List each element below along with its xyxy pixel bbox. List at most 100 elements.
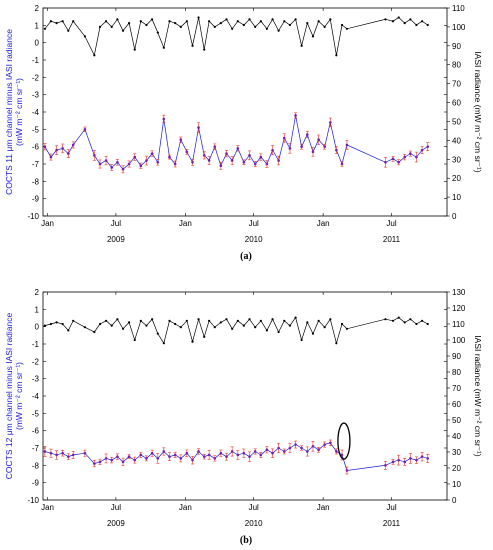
- y-left-axis-label: COCTS 12 μm channel minus IASI radiance: [4, 312, 14, 479]
- difference-point: [403, 460, 407, 464]
- iasi-point: [403, 321, 406, 324]
- x-tick-label: Jul: [386, 219, 396, 228]
- iasi-point: [104, 319, 108, 322]
- difference-point: [305, 133, 309, 136]
- difference-point: [225, 455, 228, 458]
- difference-point: [397, 458, 400, 462]
- iasi-point: [55, 321, 58, 324]
- difference-point: [179, 138, 183, 142]
- plot-frame: [42, 291, 448, 501]
- difference-point: [265, 448, 269, 452]
- y-left-axis-label-units: (mW m⁻² cm sr⁻¹): [14, 78, 24, 146]
- iasi-point: [317, 20, 320, 23]
- iasi-point: [151, 318, 154, 321]
- y-left-tick-label: -5: [32, 409, 40, 418]
- y-right-tick-label: 20: [452, 464, 461, 473]
- y-right-tick-label: 20: [452, 174, 461, 183]
- difference-point: [55, 148, 58, 152]
- difference-point: [93, 154, 96, 157]
- iasi-point: [191, 44, 194, 47]
- iasi-point: [397, 16, 400, 19]
- iasi-point: [121, 29, 125, 32]
- iasi-point: [43, 27, 46, 30]
- y-right-tick-label: 10: [452, 193, 461, 202]
- iasi-point: [219, 321, 222, 324]
- iasi-point: [72, 20, 75, 23]
- y-left-tick-label: -10: [27, 212, 39, 221]
- iasi-point: [116, 18, 119, 21]
- difference-point: [384, 160, 387, 164]
- iasi-point: [110, 25, 113, 29]
- y-left-tick-label: -5: [32, 125, 40, 134]
- iasi-point: [300, 44, 303, 47]
- difference-point: [139, 164, 143, 168]
- difference-point: [391, 157, 395, 161]
- x-tick-label: Jul: [249, 503, 259, 512]
- difference-point: [300, 145, 303, 148]
- iasi-point: [127, 22, 131, 25]
- chart-panel-a: -10-9-8-7-6-5-4-3-2-10120102030405060708…: [4, 4, 483, 262]
- difference-point: [271, 451, 274, 455]
- difference-point: [271, 148, 274, 152]
- y-right-tick-label: 80: [452, 61, 461, 70]
- iasi-point: [403, 22, 406, 25]
- difference-point: [93, 462, 96, 465]
- iasi-point: [242, 23, 245, 27]
- difference-point: [150, 451, 154, 455]
- iasi-point: [340, 322, 344, 326]
- difference-point: [340, 453, 344, 457]
- x-year-label: 2010: [245, 519, 263, 528]
- y-right-tick-label: 90: [452, 352, 461, 361]
- difference-point: [253, 450, 257, 453]
- highlight-ellipse: [337, 422, 351, 460]
- iasi-point: [203, 335, 206, 338]
- iasi-point: [265, 27, 268, 30]
- iasi-point: [335, 342, 338, 345]
- y-right-tick-label: 120: [452, 304, 466, 313]
- difference-point: [329, 121, 332, 124]
- iasi-point: [139, 20, 142, 23]
- difference-point: [415, 458, 418, 462]
- y-left-tick-label: 2: [35, 4, 40, 13]
- iasi-point: [420, 319, 424, 322]
- difference-point: [43, 450, 47, 453]
- iasi-point: [231, 327, 234, 330]
- difference-point: [277, 159, 280, 162]
- y-right-tick-label: 0: [452, 496, 457, 505]
- difference-point: [225, 152, 228, 155]
- iasi-point: [294, 18, 297, 21]
- iasi-point: [283, 20, 286, 23]
- iasi-point: [306, 22, 309, 25]
- y-right-tick-label: 30: [452, 448, 461, 457]
- iasi-point: [145, 324, 148, 327]
- difference-point: [282, 136, 286, 140]
- iasi-point: [329, 318, 332, 321]
- difference-point: [116, 160, 119, 164]
- y-left-tick-label: -8: [32, 461, 40, 470]
- iasi-point: [116, 318, 119, 321]
- difference-point: [104, 457, 108, 460]
- iasi-point: [43, 324, 46, 327]
- difference-point: [230, 450, 234, 453]
- difference-point: [197, 450, 200, 453]
- difference-point: [409, 152, 412, 155]
- iasi-point: [248, 318, 251, 321]
- iasi-point: [248, 18, 251, 21]
- iasi-point: [151, 18, 154, 21]
- iasi-point: [397, 316, 400, 319]
- difference-point: [409, 457, 412, 460]
- difference-point: [277, 446, 280, 450]
- radiance-difference-line: [44, 442, 428, 471]
- iasi-radiance-line: [44, 17, 428, 57]
- difference-point: [71, 143, 75, 147]
- iasi-point: [236, 20, 239, 23]
- iasi-point: [231, 27, 234, 30]
- x-year-label: 2009: [107, 235, 125, 244]
- x-year-label: 2009: [107, 519, 125, 528]
- difference-point: [156, 160, 160, 164]
- difference-point: [127, 455, 131, 458]
- y-left-tick-label: -2: [32, 357, 40, 366]
- difference-point: [288, 147, 292, 150]
